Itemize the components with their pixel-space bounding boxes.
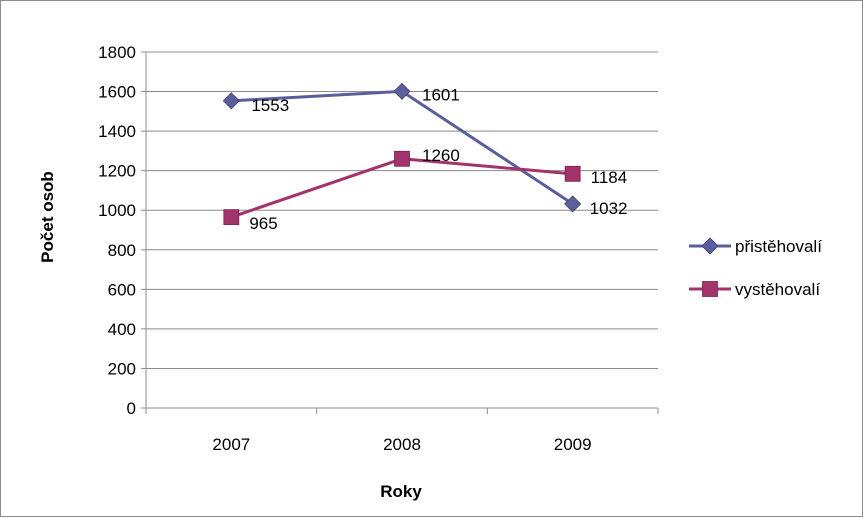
y-axis-title: Počet osob xyxy=(38,171,57,263)
legend-label-1: vystěhovalí xyxy=(735,280,820,299)
y-tick-label-400: 400 xyxy=(108,320,136,339)
axes: 0 200 400 600 800 1000 1200 1400 1600 1800 2007 200… xyxy=(98,43,659,454)
y-tick-label-600: 600 xyxy=(108,280,136,299)
data-labels: 1553 1601 1032 965 1260 1184 xyxy=(249,85,627,233)
series-0-point-2008 xyxy=(393,82,411,100)
data-label-series-0-2008: 1601 xyxy=(422,85,460,104)
data-label-series-1-2008: 1260 xyxy=(422,146,460,165)
y-tick-label-1600: 1600 xyxy=(98,83,136,102)
y-tick-label-1200: 1200 xyxy=(98,162,136,181)
legend-marker-0 xyxy=(701,237,719,255)
series-layer xyxy=(222,82,582,226)
y-tick-label-1000: 1000 xyxy=(98,201,136,220)
legend-marker-1 xyxy=(702,281,718,297)
legend-label-0: přistěhovalí xyxy=(735,237,822,256)
series-0-point-2009 xyxy=(564,195,582,213)
y-tick-label-0: 0 xyxy=(127,399,136,418)
legend: přistěhovalí vystěhovalí xyxy=(689,237,822,299)
series-1-point-2008 xyxy=(394,150,410,167)
data-label-series-0-2009: 1032 xyxy=(590,199,628,218)
y-tick-label-200: 200 xyxy=(108,359,136,378)
x-tick-label-2008: 2008 xyxy=(383,435,421,454)
x-tick-label-2009: 2009 xyxy=(554,435,592,454)
x-tick-label-2007: 2007 xyxy=(212,435,250,454)
y-tick-label-800: 800 xyxy=(108,241,136,260)
y-tick-label-1400: 1400 xyxy=(98,122,136,141)
x-axis-title: Roky xyxy=(380,482,422,501)
series-1-point-2007 xyxy=(223,209,240,226)
series-0-point-2007 xyxy=(222,92,240,110)
y-tick-label-1800: 1800 xyxy=(98,43,136,62)
data-label-series-1-2009: 1184 xyxy=(591,168,628,187)
series-1-point-2009 xyxy=(564,165,581,182)
series-line-1 xyxy=(230,157,573,219)
data-label-series-1-2007: 965 xyxy=(249,214,277,233)
data-label-series-0-2007: 1553 xyxy=(251,96,289,115)
